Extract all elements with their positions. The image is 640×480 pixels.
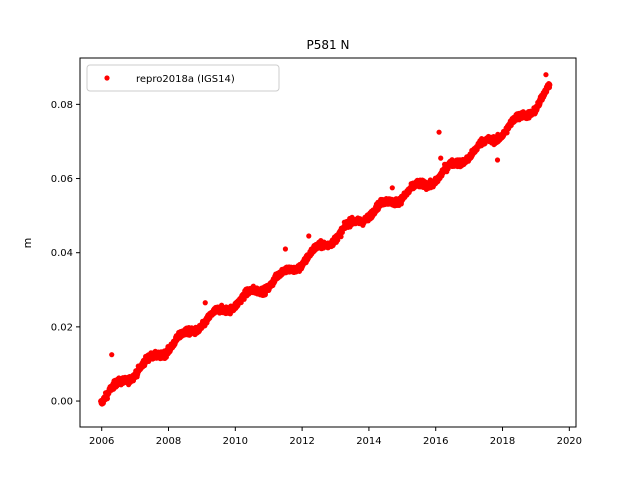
data-point [438,155,444,161]
data-point [389,185,395,191]
legend-label: repro2018a (IGS14) [136,74,235,85]
data-point [104,396,110,402]
data-point [494,157,501,163]
y-tick-label: 0.02 [51,322,73,333]
chart-title: P581 N [307,38,350,52]
x-tick-label: 2014 [356,436,381,447]
y-axis: 0.00 0.02 0.04 0.06 0.08 [51,100,80,408]
x-tick-label: 2010 [223,436,248,447]
data-point [109,352,115,358]
data-point [282,246,289,252]
data-point [202,300,208,306]
x-tick-label: 2012 [289,436,314,447]
data-point [338,234,344,240]
data-point [436,129,442,135]
x-tick-label: 2016 [423,436,448,447]
legend-marker [104,75,110,81]
legend: repro2018a (IGS14) [86,64,280,92]
legend-box [86,64,280,92]
plot-frame [79,57,577,428]
y-tick-label: 0.06 [51,174,73,185]
y-tick-label: 0.00 [51,397,73,408]
x-tick-label: 2020 [557,436,582,447]
x-tick-label: 2006 [89,436,114,447]
x-tick-label: 2008 [156,436,181,447]
x-tick-label: 2018 [490,436,515,447]
y-tick-label: 0.08 [51,100,73,111]
y-tick-label: 0.04 [51,248,73,259]
data-points [98,72,553,407]
x-axis: 2006 2008 2010 2012 2014 2016 2018 2020 [89,427,582,447]
y-axis-label: m [21,238,34,249]
data-point [306,233,312,239]
data-point [543,72,549,78]
data-point [547,82,553,88]
